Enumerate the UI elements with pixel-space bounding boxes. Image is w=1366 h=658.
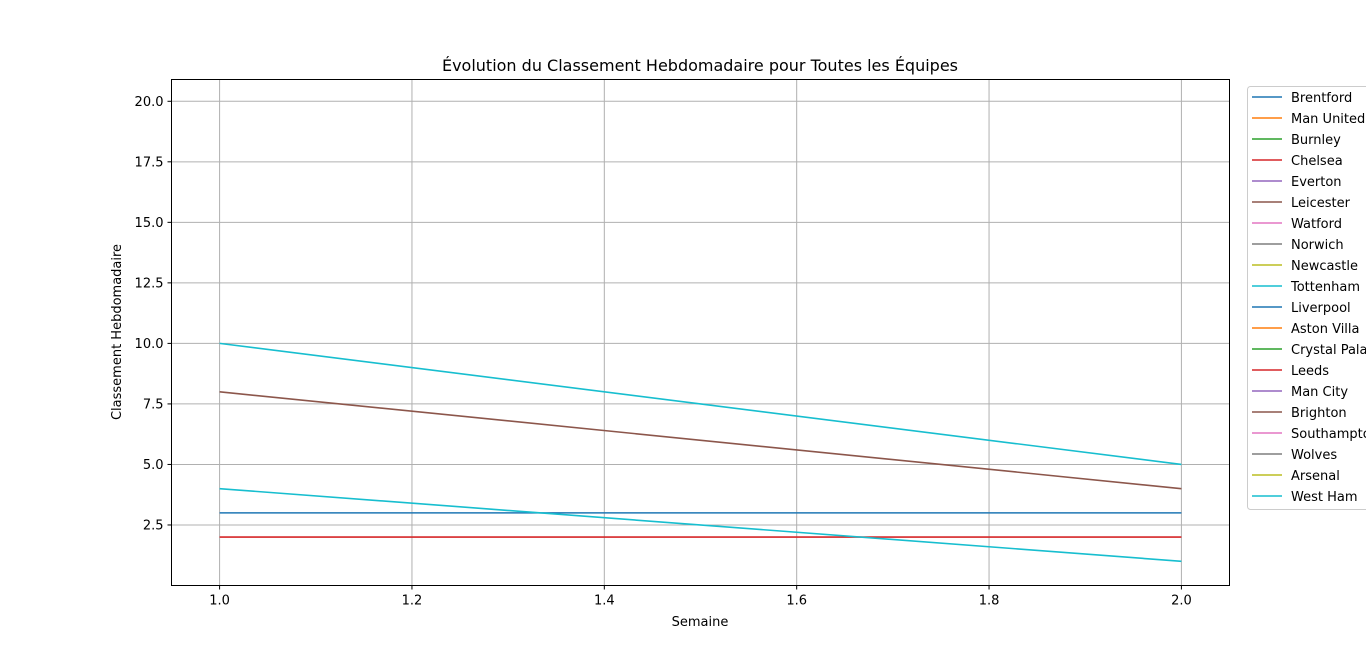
- series-line-tottenham: [219, 342, 1182, 466]
- y-axis-label: Classement Hebdomadaire: [110, 244, 125, 420]
- series-line-brighton: [219, 391, 1182, 490]
- legend-label-leicester: Leicester: [1291, 196, 1351, 211]
- legend-label-crystal-palace: Crystal Palace: [1291, 343, 1366, 358]
- legend-label-brighton: Brighton: [1291, 406, 1347, 421]
- legend-label-chelsea: Chelsea: [1291, 154, 1343, 169]
- chart-title: Évolution du Classement Hebdomadaire pou…: [442, 56, 958, 75]
- x-tick-label: 1.4: [594, 594, 615, 609]
- y-tick-label: 2.5: [143, 518, 164, 533]
- legend-label-man-united: Man United: [1291, 112, 1365, 127]
- legend-label-arsenal: Arsenal: [1291, 469, 1340, 484]
- legend-frame: [1247, 86, 1366, 510]
- legend-label-everton: Everton: [1291, 175, 1342, 190]
- legend-label-watford: Watford: [1291, 217, 1342, 232]
- y-tick-label: 15.0: [135, 216, 164, 231]
- x-tick-label: 1.6: [786, 594, 807, 609]
- legend: Brentford Man United Burnley Chelsea Everton…: [1247, 86, 1366, 510]
- legend-label-norwich: Norwich: [1291, 238, 1344, 253]
- legend-label-wolves: Wolves: [1291, 448, 1337, 463]
- x-tick-label: 1.2: [402, 594, 423, 609]
- series-lines: [219, 342, 1182, 563]
- y-tick-label: 10.0: [135, 337, 164, 352]
- axis-ticks: 1.0 1.2 1.4 1.6 1.8 2.0 2.5 5.0 7.5 10.0 12.5 15.0 1…: [135, 95, 1192, 609]
- grid: [171, 79, 1230, 586]
- legend-label-newcastle: Newcastle: [1291, 259, 1358, 274]
- y-tick-label: 17.5: [135, 155, 164, 170]
- legend-label-leeds: Leeds: [1291, 364, 1329, 379]
- legend-label-liverpool: Liverpool: [1291, 301, 1351, 316]
- legend-label-brentford: Brentford: [1291, 91, 1352, 106]
- plot-area-frame: [171, 79, 1230, 586]
- legend-label-burnley: Burnley: [1291, 133, 1341, 148]
- y-tick-label: 20.0: [135, 95, 164, 110]
- x-tick-label: 2.0: [1171, 594, 1192, 609]
- x-tick-label: 1.0: [209, 594, 230, 609]
- y-tick-label: 7.5: [143, 397, 164, 412]
- legend-label-west-ham: West Ham: [1291, 490, 1358, 505]
- legend-label-southampton: Southampton: [1291, 427, 1366, 442]
- x-tick-label: 1.8: [979, 594, 1000, 609]
- y-tick-label: 12.5: [135, 276, 164, 291]
- x-axis-label: Semaine: [672, 615, 729, 630]
- series-line-west-ham: [219, 487, 1182, 563]
- legend-label-tottenham: Tottenham: [1290, 280, 1360, 295]
- y-tick-label: 5.0: [143, 458, 164, 473]
- legend-label-aston-villa: Aston Villa: [1291, 322, 1360, 337]
- legend-label-man-city: Man City: [1291, 385, 1348, 400]
